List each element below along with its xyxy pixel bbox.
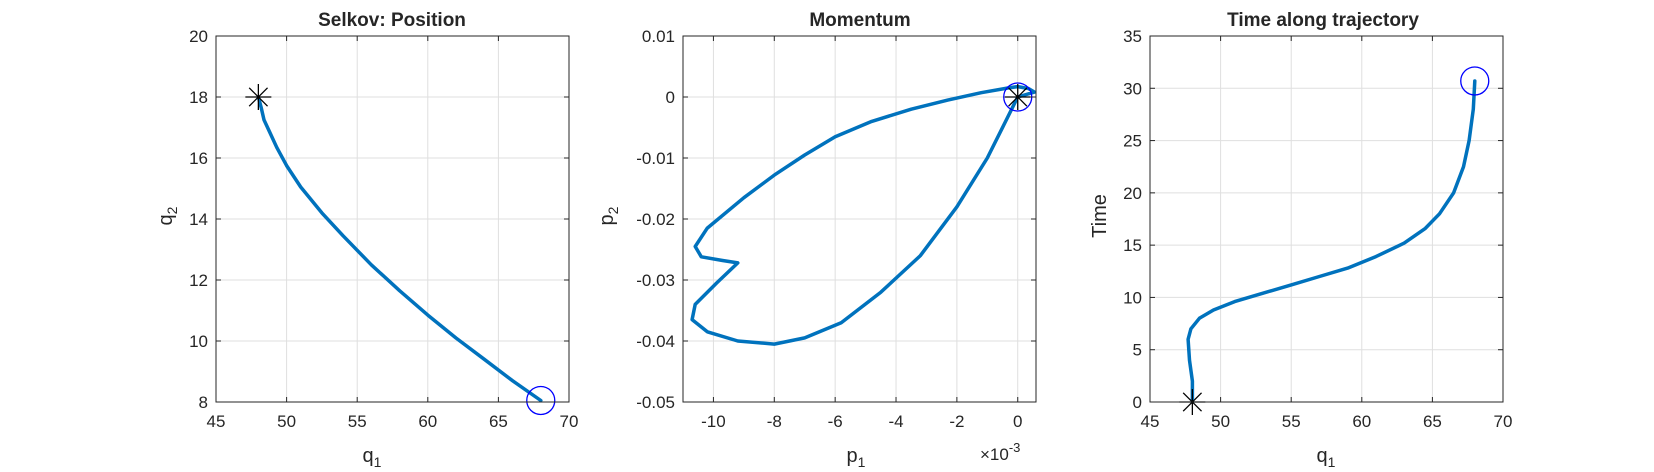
y-tick-label: 35 xyxy=(1123,27,1142,46)
grid xyxy=(215,35,570,403)
y-tick-label: 18 xyxy=(189,88,208,107)
x-axis-label: q1 xyxy=(363,445,382,470)
x-axis-label: p1 xyxy=(847,445,866,470)
x-tick-label: 45 xyxy=(1141,412,1160,431)
y-tick-label: -0.01 xyxy=(636,149,675,168)
series-layer xyxy=(1186,79,1477,404)
marker-layer xyxy=(245,84,556,416)
x-tick-label: 50 xyxy=(277,412,296,431)
star-marker-stroke xyxy=(248,87,269,107)
axes-box xyxy=(682,35,1037,403)
y-tick-label: 0.01 xyxy=(642,27,675,46)
grid xyxy=(1149,35,1504,403)
circle-marker xyxy=(526,385,556,416)
x-tick-label: 55 xyxy=(1282,412,1301,431)
x-tick-label: 45 xyxy=(207,412,226,431)
y-tick-label: -0.04 xyxy=(636,332,675,351)
marker-layer xyxy=(1003,82,1033,112)
y-tick-label: 16 xyxy=(189,149,208,168)
star-marker-stroke xyxy=(1008,87,1028,107)
plot-momentum: Momentum -10 -8 -6 -4 -2 0 -0.05 -0.04 -0.03 -0.0… xyxy=(596,10,1037,470)
axes-frame xyxy=(682,35,1037,403)
y-axis-label: q2 xyxy=(155,206,180,225)
y-tick-label: 20 xyxy=(1123,184,1142,203)
y-tick-label: -0.03 xyxy=(636,271,675,290)
x-tick-label: 65 xyxy=(489,412,508,431)
tick-labels: 45 50 55 60 65 70 0 5 10 15 20 25 30 35 xyxy=(1123,27,1512,431)
tick-labels: -10 -8 -6 -4 -2 0 -0.05 -0.04 -0.03 -0.02 -0.01 0 0.… xyxy=(636,27,1022,431)
x-tick-label: -2 xyxy=(949,412,964,431)
y-tick-label: 20 xyxy=(189,27,208,46)
tick-labels: 45 50 55 60 65 70 8 10 12 14 16 18 20 xyxy=(189,27,578,431)
plot-title: Momentum xyxy=(809,10,910,31)
x-tick-label: 60 xyxy=(1352,412,1371,431)
axes-box xyxy=(215,35,570,403)
x-tick-label: -4 xyxy=(888,412,903,431)
y-tick-label: 30 xyxy=(1123,79,1142,98)
x-tick-label: -8 xyxy=(767,412,782,431)
y-tick-label: 12 xyxy=(189,271,208,290)
y-tick-label: 14 xyxy=(189,210,208,229)
y-tick-label: 0 xyxy=(666,88,675,107)
x-axis-exponent: ×10-3 xyxy=(980,440,1020,464)
x-tick-label: 70 xyxy=(560,412,579,431)
circle-marker xyxy=(1460,66,1490,96)
x-axis-label: q1 xyxy=(1317,445,1336,470)
plot-title: Selkov: Position xyxy=(318,10,466,31)
y-tick-label: -0.02 xyxy=(636,210,675,229)
y-axis-label: Time xyxy=(1089,194,1111,238)
plot-time: Time along trajectory 45 50 55 60 65 70 0 5 10 15… xyxy=(1089,10,1512,470)
y-tick-label: 0 xyxy=(1133,393,1142,412)
plot-position: Selkov: Position 45 50 55 60 65 70 8 10 12 14 16 18… xyxy=(155,10,578,470)
series-line xyxy=(690,84,1037,346)
plot-title: Time along trajectory xyxy=(1227,10,1419,31)
x-tick-label: 70 xyxy=(1494,412,1513,431)
x-tick-label: 0 xyxy=(1013,412,1022,431)
y-tick-label: -0.05 xyxy=(636,393,675,412)
y-tick-label: 10 xyxy=(1123,288,1142,307)
axes-frame xyxy=(215,35,570,403)
y-tick-label: 15 xyxy=(1123,236,1142,255)
marker-layer xyxy=(1179,66,1490,415)
x-tick-label: 55 xyxy=(348,412,367,431)
axes-frame xyxy=(1149,35,1504,403)
y-axis-label: p2 xyxy=(596,206,621,225)
y-tick-label: 10 xyxy=(189,332,208,351)
series-line xyxy=(256,95,543,403)
y-tick-label: 8 xyxy=(199,393,208,412)
x-tick-label: 60 xyxy=(418,412,437,431)
y-tick-label: 25 xyxy=(1123,132,1142,151)
x-tick-label: -10 xyxy=(701,412,726,431)
x-tick-label: -6 xyxy=(828,412,843,431)
y-tick-label: 5 xyxy=(1133,341,1142,360)
axes-box xyxy=(1149,35,1504,403)
x-tick-label: 50 xyxy=(1211,412,1230,431)
x-tick-label: 65 xyxy=(1423,412,1442,431)
series-layer xyxy=(690,84,1037,346)
series-layer xyxy=(256,95,543,403)
series-line xyxy=(1186,79,1477,404)
